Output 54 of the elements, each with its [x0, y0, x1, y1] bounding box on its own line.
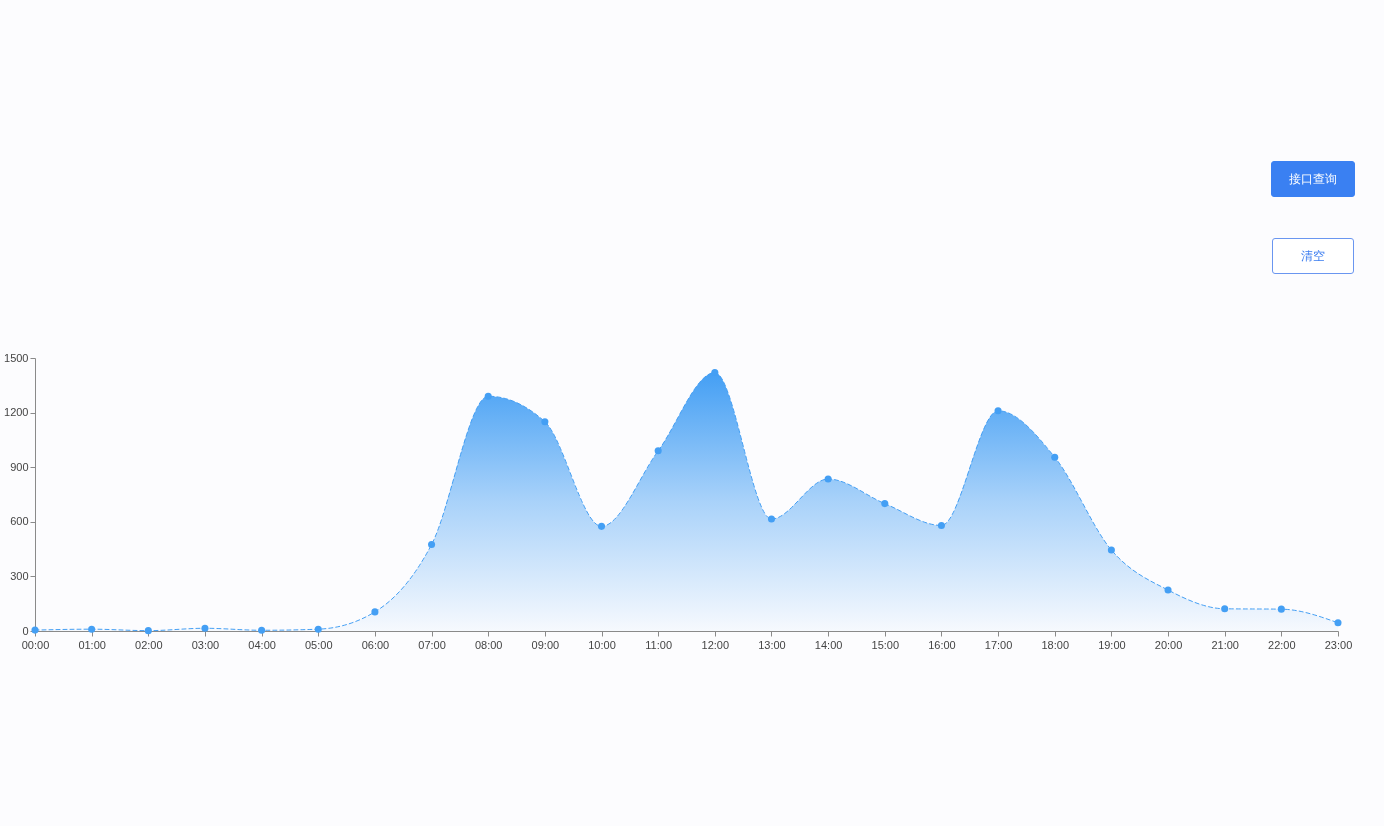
x-tick-label: 22:00 [1268, 638, 1296, 651]
point [824, 475, 832, 483]
point [1164, 586, 1172, 594]
point [654, 447, 662, 455]
point [371, 608, 379, 616]
x-tick-label: 00:00 [21, 638, 50, 651]
point [1334, 619, 1342, 627]
point [881, 500, 889, 508]
y-tick-label: 1500 [4, 351, 29, 364]
x-tick-label: 07:00 [418, 638, 446, 651]
x-tick-label: 11:00 [645, 638, 673, 651]
y-tick-label: 300 [10, 569, 29, 582]
x-tick-label: 10:00 [588, 638, 616, 651]
x-tick-label: 04:00 [248, 638, 276, 651]
x-tick-label: 15:00 [871, 638, 900, 651]
x-tick-label: 20:00 [1154, 638, 1183, 651]
point [937, 521, 945, 529]
point [88, 625, 96, 633]
point [541, 418, 549, 426]
x-tick-label: 05:00 [305, 638, 333, 651]
x-tick-label: 03:00 [191, 638, 220, 651]
x-tick-label: 02:00 [135, 638, 163, 651]
point [994, 407, 1002, 415]
x-tick-label: 19:00 [1098, 638, 1126, 651]
point [1221, 605, 1229, 613]
query-button[interactable]: 接口查询 [1271, 161, 1355, 197]
point [484, 392, 492, 400]
x-tick-label: 13:00 [758, 638, 786, 651]
point [1277, 605, 1285, 613]
y-tick-label: 1200 [4, 406, 29, 419]
clear-button[interactable]: 清空 [1272, 238, 1354, 274]
x-tick-label: 14:00 [814, 638, 843, 651]
point [258, 626, 266, 634]
point [1107, 546, 1115, 554]
x-tick-label: 12:00 [701, 638, 730, 651]
point [767, 515, 776, 523]
x-tick-label: 18:00 [1041, 638, 1069, 651]
x-tick-label: 01:00 [78, 638, 106, 651]
point [144, 627, 152, 635]
point [428, 541, 436, 549]
x-tick-label: 21:00 [1211, 638, 1239, 651]
x-tick-label: 08:00 [474, 638, 503, 651]
point [1051, 453, 1059, 461]
point [597, 522, 606, 530]
y-tick-label: 900 [10, 460, 29, 473]
x-tick-label: 23:00 [1324, 638, 1353, 651]
y-tick-label: 0 [22, 624, 29, 637]
point [314, 625, 322, 633]
x-tick-label: 09:00 [531, 638, 560, 651]
x-tick-label: 16:00 [928, 638, 956, 651]
x-tick-label: 06:00 [361, 638, 390, 651]
x-tick-label: 17:00 [984, 638, 1013, 651]
y-tick-label: 600 [10, 515, 29, 528]
point [201, 624, 209, 632]
